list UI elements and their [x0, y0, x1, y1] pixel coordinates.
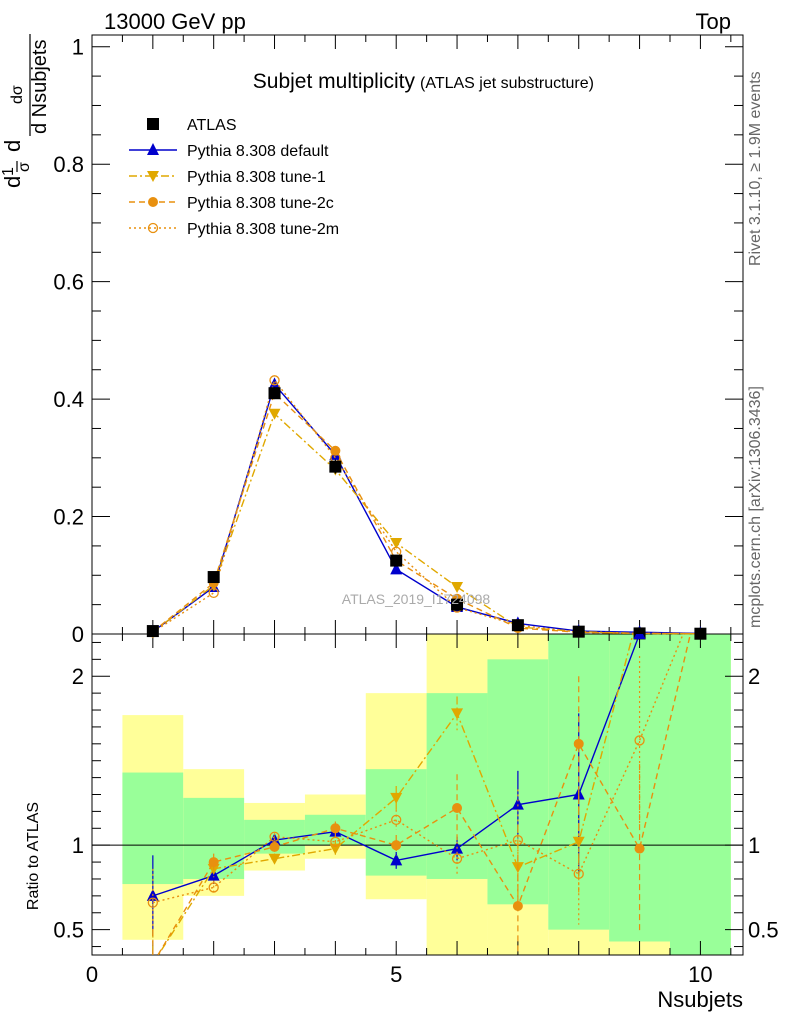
header-top: Top — [696, 9, 731, 34]
ratio-y-axis-label: Ratio to ATLAS — [25, 802, 42, 910]
analysis-watermark: ATLAS_2019_I1724098 — [342, 591, 491, 607]
ratio-point-s4-8 — [573, 868, 584, 880]
main-point-s1-5 — [390, 562, 403, 575]
main-point-s4-2 — [208, 587, 219, 599]
xtick-label-0: 0 — [86, 962, 98, 987]
legend-marker-3 — [148, 197, 158, 207]
green-band-10 — [669, 634, 731, 955]
ratio-line-3 — [157, 634, 692, 955]
main-series-group — [146, 375, 707, 640]
main-point-s2-5 — [390, 537, 403, 549]
ratio-point-s3-9 — [634, 843, 645, 854]
ratio-ytick-label-right-2: 2 — [748, 664, 760, 689]
legend-label-4: Pythia 8.308 tune-2m — [187, 221, 339, 238]
data-point-10 — [694, 627, 707, 640]
ratio-point-s3-7 — [512, 901, 523, 912]
chart-title: Subjet multiplicity — [253, 70, 416, 93]
legend-marker-1 — [147, 143, 159, 155]
ratio-point-s3-3 — [269, 841, 280, 852]
ratio-point-s4-2 — [208, 882, 219, 893]
ratio-line-2 — [157, 634, 634, 955]
ratio-point-s3-8 — [573, 738, 584, 749]
data-point-6 — [451, 598, 464, 611]
data-point-7 — [511, 619, 524, 632]
legend-marker-0 — [147, 118, 159, 130]
rivet-version-label: Rivet 3.1.10, ≥ 1.9M events — [747, 71, 764, 266]
data-point-1 — [146, 625, 159, 638]
main-line-4 — [152, 378, 701, 635]
main-point-s2-3 — [268, 408, 281, 420]
legend-label-3: Pythia 8.308 tune-2c — [187, 195, 334, 212]
ratio-point-s2-4 — [329, 843, 342, 855]
ratio-point-s3-6 — [452, 803, 463, 814]
ratio-point-s4-5 — [391, 814, 402, 825]
ratio-point-s2-6 — [451, 708, 464, 720]
ratio-ytick-label-2: 2 — [72, 664, 84, 689]
svg-text:d Nsubjets: d Nsubjets — [29, 40, 51, 135]
xtick-label-1: 5 — [390, 962, 402, 987]
ratio-point-s4-1 — [147, 897, 158, 908]
main-point-s1-3 — [268, 377, 281, 390]
ratio-ytick-label-right-1: 1 — [748, 833, 760, 858]
ratio-point-s3-2 — [208, 857, 219, 868]
ratio-point-s1-9 — [633, 634, 646, 639]
ratio-point-s4-7 — [512, 834, 524, 846]
main-y-axis-label: d 1 σ d dσ d Nsubjets — [0, 34, 51, 188]
ratio-point-s4-4 — [330, 836, 341, 847]
data-point-2 — [207, 571, 220, 584]
data-point-3 — [268, 387, 281, 400]
mcplots-label: mcplots.cern.ch [arXiv:1306.3436] — [747, 386, 764, 628]
data-point-4 — [329, 460, 342, 473]
main-line-1 — [152, 382, 701, 635]
svg-text:d: d — [0, 140, 25, 152]
legend: ATLAS Pythia 8.308 default Pythia 8.308 tu… — [129, 117, 339, 238]
ratio-line-1 — [152, 634, 642, 897]
legend-marker-2 — [147, 171, 159, 182]
main-point-s2-6 — [451, 582, 464, 594]
main-ytick-label-4: 0.8 — [53, 152, 84, 177]
ratio-point-s2-3 — [268, 853, 281, 865]
data-point-5 — [390, 554, 403, 567]
main-point-s3-4 — [330, 445, 341, 456]
main-ytick-label-1: 0.2 — [53, 505, 84, 530]
ratio-series-group — [146, 634, 692, 955]
ratio-line-4 — [152, 634, 684, 904]
ratio-ytick-label-right-0: 0.5 — [748, 918, 779, 943]
main-ytick-label-5: 1 — [72, 35, 84, 60]
ratio-ytick-label-1: 1 — [72, 833, 84, 858]
ratio-plot-frame: 0.5 0.5 1 1 2 2 0 5 10 — [53, 633, 779, 987]
svg-text:d: d — [0, 176, 25, 188]
ratio-clipped-group — [146, 634, 692, 955]
ratio-ytick-label-0: 0.5 — [53, 918, 84, 943]
main-ytick-label-0: 0 — [72, 622, 84, 647]
ratio-point-s2-8 — [572, 836, 585, 848]
ratio-point-s3-5 — [391, 840, 402, 851]
data-point-8 — [572, 625, 585, 638]
svg-text:1: 1 — [0, 167, 17, 176]
chart-subtitle: (ATLAS jet substructure) — [420, 75, 594, 92]
ratio-point-s1-5 — [390, 853, 403, 866]
svg-text:dσ: dσ — [9, 85, 26, 104]
ratio-point-s4-3 — [269, 831, 280, 842]
main-point-s4-3 — [269, 375, 280, 386]
ratio-point-s2-5 — [390, 792, 403, 804]
main-ytick-label-3: 0.6 — [53, 270, 84, 295]
svg-text:σ: σ — [16, 162, 33, 172]
legend-label-0: ATLAS — [187, 117, 237, 134]
xtick-label-2: 10 — [688, 962, 712, 987]
x-axis-label: Nsubjets — [657, 987, 743, 1012]
legend-label-1: Pythia 8.308 default — [187, 143, 329, 160]
header-process: 13000 GeV pp — [104, 9, 246, 34]
legend-marker-4 — [147, 222, 159, 234]
main-ytick-label-2: 0.4 — [53, 387, 84, 412]
ratio-point-s4-6 — [451, 853, 463, 864]
legend-label-2: Pythia 8.308 tune-1 — [187, 169, 326, 186]
ratio-point-s3-4 — [330, 823, 341, 834]
ratio-point-s4-9 — [634, 735, 645, 746]
ratio-point-s1-7 — [511, 797, 524, 810]
